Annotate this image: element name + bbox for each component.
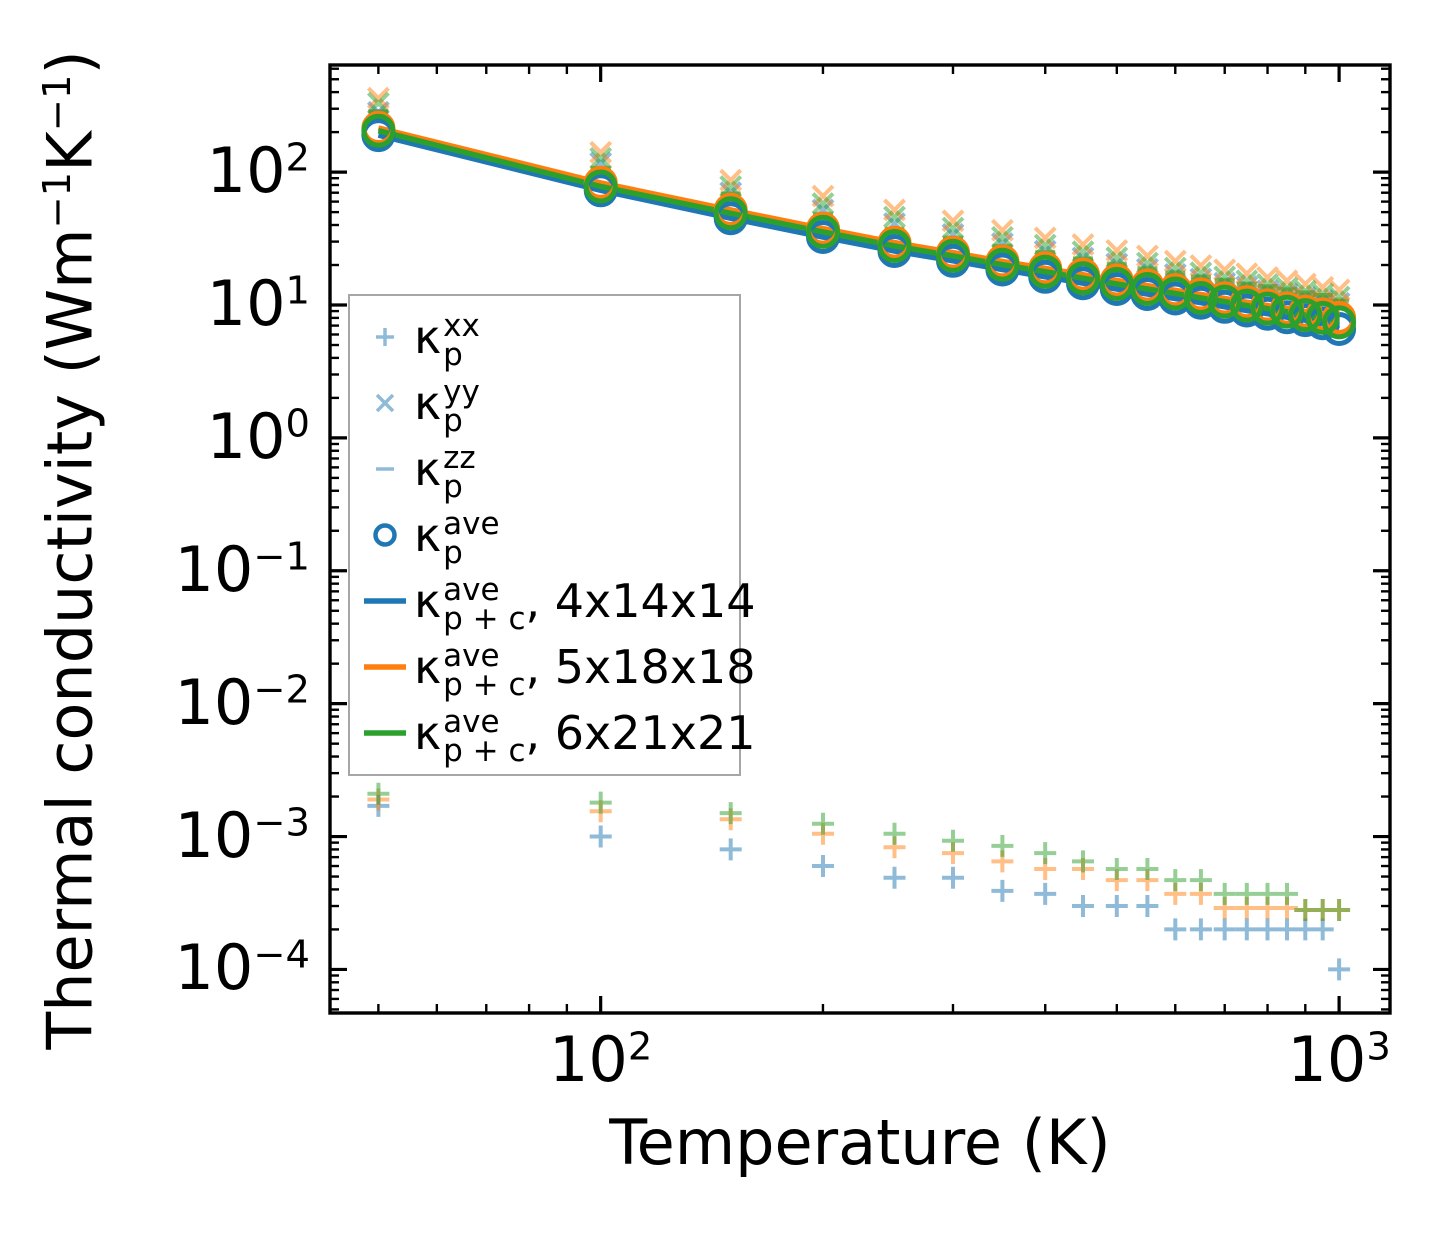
plot-frame — [328, 63, 1392, 1015]
legend-entry-label: κ ave p + c, 5x18x18 — [414, 637, 756, 703]
legend-entry-label: κ xx p — [414, 307, 480, 373]
legend-entry: κ ave p + c, 6x21x21 — [356, 700, 756, 767]
y-tick-label: 10−2 — [174, 665, 310, 739]
kappa-xx-plus-markers — [367, 788, 1351, 921]
y-tick-label: 10−1 — [174, 532, 310, 606]
y-tick-label: 100 — [206, 399, 310, 473]
legend-entry: κ zz p — [356, 436, 735, 505]
x-tick-label: 102 — [548, 1023, 653, 1096]
x-tick-label: 103 — [1287, 1023, 1391, 1096]
kappa-xx-plus-markers — [367, 782, 1351, 921]
legend-entry-label: κ yy p — [414, 373, 480, 439]
legend-line-icon — [356, 579, 414, 623]
legend-cross-icon — [356, 381, 414, 425]
legend-entry: κ ave p + c, 4x14x14 — [356, 568, 756, 635]
legend-entry-label: κ ave p + c, 6x21x21 — [414, 703, 756, 769]
legend-entry-label: κ ave p + c, 4x14x14 — [414, 571, 756, 637]
y-tick-label: 10−3 — [174, 798, 310, 872]
y-tick-label: 102 — [206, 134, 310, 208]
kappa-yy-cross-markers — [366, 86, 1351, 302]
legend-circle-icon — [356, 513, 414, 557]
legend-entry: κ yy p — [356, 370, 735, 439]
legend-box: κ xx p κ yy p κ zz p κ ave p κ ave p + c, 4x14x14 κ ave p… — [348, 294, 756, 776]
legend-plus-icon — [356, 315, 414, 359]
legend-line-icon — [356, 645, 414, 689]
circles-kappa-p-ave-6x21x21 — [361, 113, 1357, 340]
y-tick-label: 10−4 — [174, 931, 310, 1005]
legend-dash-icon — [356, 447, 414, 491]
legend-entry-label: κ zz p — [414, 439, 476, 505]
legend-entry: κ xx p — [356, 304, 735, 373]
legend-entry: κ ave p — [356, 502, 735, 571]
legend-entry: κ ave p + c, 5x18x18 — [356, 634, 756, 701]
x-axis-label: Temperature (K) — [609, 1106, 1111, 1179]
y-tick-label: 101 — [206, 267, 310, 341]
legend-entry-label: κ ave p — [414, 505, 500, 571]
y-axis-label-text: Thermal conductivity (Wm−1K−1) — [33, 50, 107, 1050]
legend-line-icon — [356, 711, 414, 755]
